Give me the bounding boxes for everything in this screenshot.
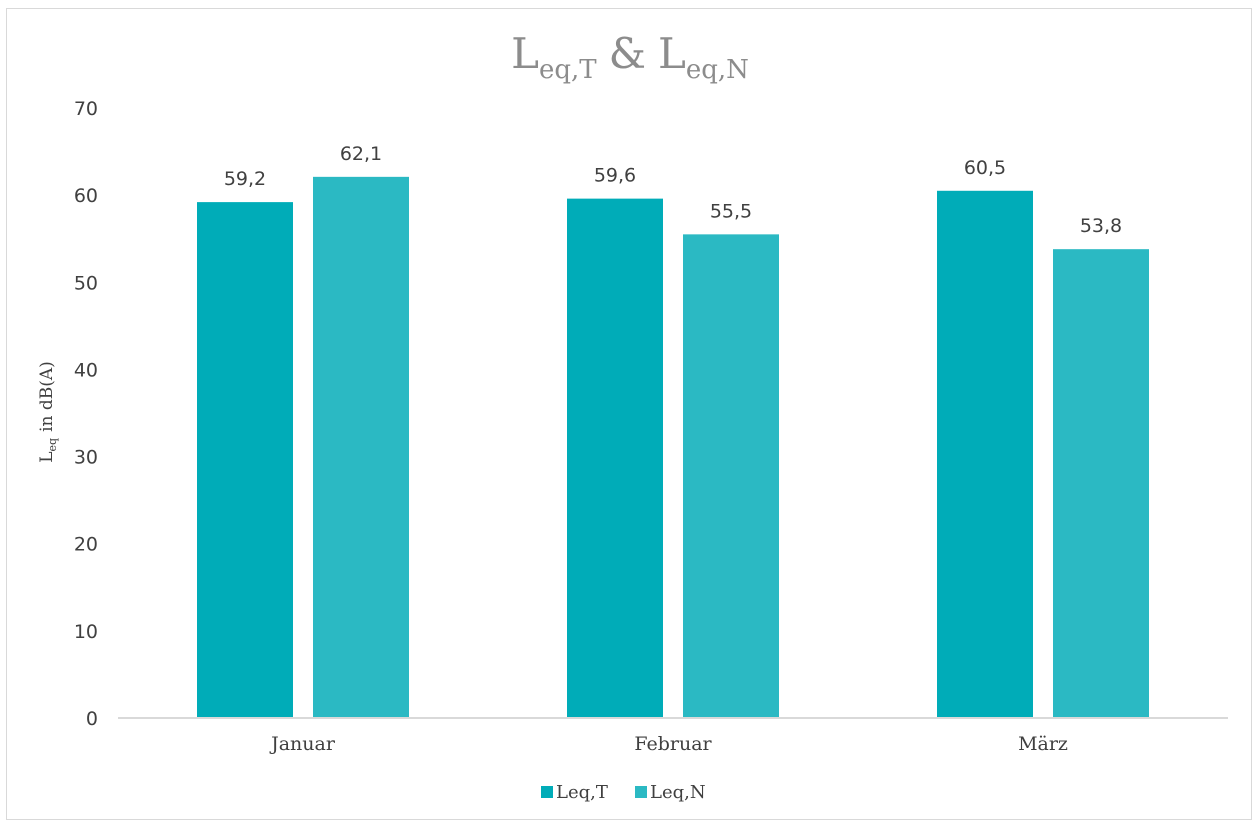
x-category-label: Februar [634, 733, 712, 755]
data-label: 55,5 [710, 200, 752, 222]
data-label: 59,2 [224, 168, 266, 190]
y-axis-ticks: 0 10 20 30 40 50 60 70 [74, 98, 98, 730]
bar-leq-t [937, 190, 1033, 719]
data-label: 53,8 [1080, 215, 1122, 237]
bar-leq-n [683, 234, 779, 718]
y-axis-title: Leqin dB(A) [37, 361, 59, 463]
svg-text:Leqin dB(A): Leqin dB(A) [37, 361, 59, 463]
x-category-label: März [1018, 733, 1068, 755]
bars [197, 176, 1149, 719]
data-label: 59,6 [594, 165, 636, 187]
data-label: 62,1 [340, 143, 382, 165]
y-tick-label: 30 [74, 447, 98, 469]
data-label: 60,5 [964, 157, 1006, 179]
y-tick-label: 60 [74, 185, 98, 207]
y-tick-label: 20 [74, 534, 98, 556]
x-axis-categories: Januar Februar März [269, 733, 1068, 755]
bar-leq-t [567, 198, 663, 719]
y-tick-label: 10 [74, 621, 98, 643]
legend-swatch [635, 786, 647, 798]
bar-leq-n [1053, 249, 1149, 718]
x-category-label: Januar [269, 733, 336, 755]
bar-leq-n [313, 176, 409, 719]
chart-title: Leq,T & Leq,N [511, 29, 749, 85]
y-tick-label: 40 [74, 359, 98, 381]
y-tick-label: 70 [74, 98, 98, 120]
legend-label: Leq,N [650, 782, 706, 803]
legend-label: Leq,T [556, 782, 608, 803]
legend: Leq,T Leq,N [541, 782, 706, 803]
y-tick-label: 0 [86, 708, 98, 730]
y-tick-label: 50 [74, 272, 98, 294]
bar-leq-t [197, 202, 293, 719]
data-labels: 59,2 62,1 59,6 55,5 60,5 53,8 [224, 143, 1122, 237]
legend-swatch [541, 786, 553, 798]
